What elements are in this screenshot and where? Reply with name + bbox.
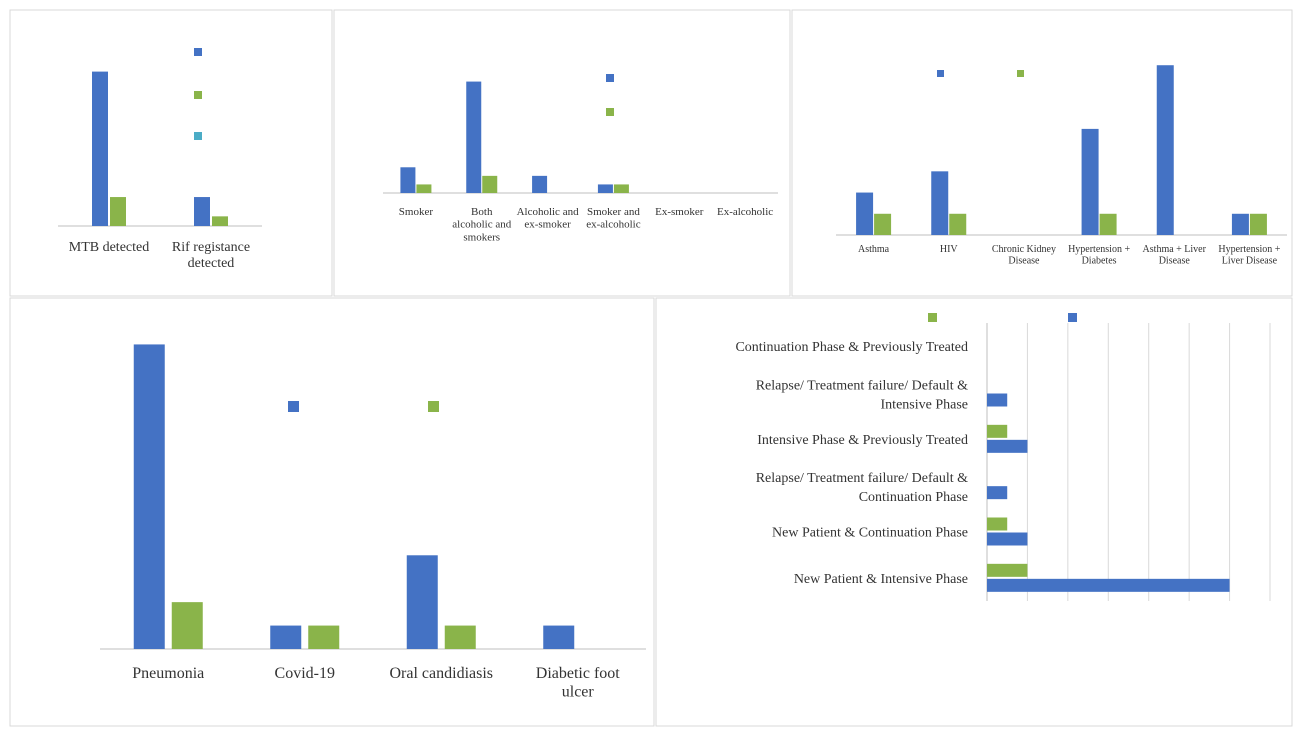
bar-b-rif-registance-detected-3 xyxy=(613,184,629,193)
bar-b-rif-registance-detected-0 xyxy=(416,184,432,193)
bar-c-mtb-detected-1 xyxy=(931,171,949,235)
legend-swatch xyxy=(194,48,202,56)
bar-e-mtb-detected-4 xyxy=(987,393,1008,407)
y-tick-label: Intensive Phase & Previously Treated xyxy=(757,433,968,448)
legend-swatch xyxy=(606,74,614,82)
legend-swatch xyxy=(928,313,937,322)
bar-a-bpl-0 xyxy=(92,71,108,226)
x-tick-label: Hypertension + Liver Disease xyxy=(1218,244,1280,267)
x-tick-label: Ex-smoker xyxy=(655,206,704,218)
bar-a-bpl-1 xyxy=(194,197,210,226)
x-tick-label: Ex-alcoholic xyxy=(717,206,773,218)
legend-swatch xyxy=(1017,70,1024,77)
bar-a-apl-0 xyxy=(110,197,126,226)
y-tick-label: New Patient & Continuation Phase xyxy=(772,526,968,541)
bar-e-mtb-detected-0 xyxy=(987,578,1230,592)
legend-swatch xyxy=(428,401,439,412)
panel-a-border xyxy=(9,9,333,297)
bar-d-rif-registance-detected-1 xyxy=(308,625,340,649)
y-tick-label: Relapse/ Treatment failure/ Default & Con… xyxy=(756,471,968,505)
bar-c-mtb-detected-5 xyxy=(1231,213,1249,235)
x-tick-label: Oral candidiasis xyxy=(389,665,493,682)
x-tick-label: Alcoholic and ex-smoker xyxy=(517,206,580,231)
bar-d-mtb-detected-1 xyxy=(270,625,302,649)
y-tick-label: New Patient & Intensive Phase xyxy=(794,572,968,587)
bar-d-mtb-detected-2 xyxy=(406,555,438,649)
bar-e-mtb-detected-2 xyxy=(987,486,1008,500)
bar-e-mtb-detected-3 xyxy=(987,439,1028,453)
legend-swatch xyxy=(606,108,614,116)
bar-c-rif-registance-detected-5 xyxy=(1249,213,1267,235)
bar-d-mtb-detected-3 xyxy=(543,625,575,649)
bar-d-mtb-detected-0 xyxy=(133,344,165,649)
bar-e-mtb-detected-1 xyxy=(987,532,1028,546)
bar-c-rif-registance-detected-0 xyxy=(874,213,892,235)
bar-b-rif-registance-detected-1 xyxy=(482,175,498,193)
x-tick-label: Smoker and ex-alcoholic xyxy=(586,206,640,231)
bar-e-rif-registance-detected-1 xyxy=(987,517,1008,531)
y-tick-label: Continuation Phase & Previously Treated xyxy=(735,340,968,355)
x-tick-label: Chronic Kidney Disease xyxy=(992,244,1056,267)
x-tick-label: Asthma xyxy=(858,244,890,255)
x-tick-label: Both alcoholic and smokers xyxy=(452,206,511,243)
panel-d-border xyxy=(9,297,655,727)
x-tick-label: Smoker xyxy=(399,206,434,218)
x-tick-label: Pneumonia xyxy=(132,665,204,682)
bar-d-rif-registance-detected-0 xyxy=(171,602,203,649)
x-tick-label: Asthma + Liver Disease xyxy=(1143,244,1207,267)
x-tick-label: HIV xyxy=(940,244,959,255)
legend-swatch xyxy=(1068,313,1077,322)
bar-d-rif-registance-detected-2 xyxy=(444,625,476,649)
legend-swatch xyxy=(288,401,299,412)
bar-e-rif-registance-detected-0 xyxy=(987,563,1028,577)
legend-swatch xyxy=(937,70,944,77)
legend-swatch xyxy=(194,91,202,99)
bar-c-mtb-detected-3 xyxy=(1081,128,1099,235)
bar-c-mtb-detected-0 xyxy=(856,192,874,235)
x-tick-label: MTB detected xyxy=(69,240,149,255)
panel-c-border xyxy=(791,9,1293,297)
legend-swatch xyxy=(194,132,202,140)
bar-e-rif-registance-detected-3 xyxy=(987,424,1008,438)
bar-a-apl-1 xyxy=(212,216,228,226)
bar-b-mtb-detected-0 xyxy=(400,167,416,193)
bar-b-mtb-detected-3 xyxy=(597,184,613,193)
x-tick-label: Covid-19 xyxy=(275,665,335,682)
y-tick-label: Relapse/ Treatment failure/ Default & Int… xyxy=(756,379,968,413)
x-tick-label: Rif registance detected xyxy=(172,240,250,271)
panel-e-border xyxy=(655,297,1293,727)
bar-c-rif-registance-detected-3 xyxy=(1099,213,1117,235)
bar-c-mtb-detected-4 xyxy=(1156,65,1174,235)
bar-b-mtb-detected-1 xyxy=(466,81,482,193)
panel-b-border xyxy=(333,9,791,297)
bar-c-rif-registance-detected-1 xyxy=(949,213,967,235)
x-tick-label: Hypertension + Diabetes xyxy=(1068,244,1130,267)
x-tick-label: Diabetic foot ulcer xyxy=(536,665,621,700)
bar-b-mtb-detected-2 xyxy=(532,175,548,193)
